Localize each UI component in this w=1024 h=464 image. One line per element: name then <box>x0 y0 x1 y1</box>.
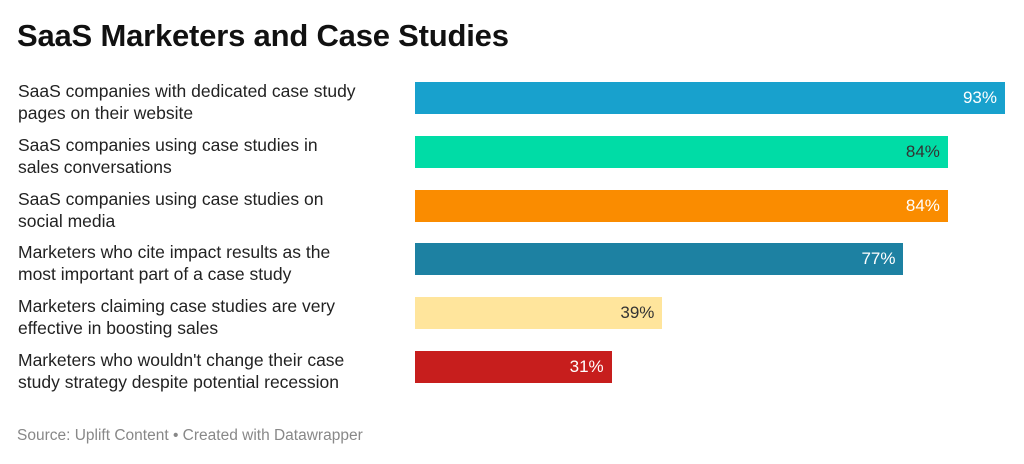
value-label: 77% <box>861 249 896 269</box>
category-label: SaaS companies with dedicated case study… <box>18 80 413 124</box>
category-label-line: social media <box>18 210 116 231</box>
category-label-line: Marketers who cite impact results as the <box>18 242 331 263</box>
value-label: 93% <box>962 88 997 107</box>
category-label-line: most important part of a case study <box>18 264 292 285</box>
value-label: 84% <box>905 195 940 215</box>
bar-row: Marketers claiming case studies are very… <box>0 295 1024 351</box>
bar <box>415 189 948 222</box>
category-label-line: pages on their website <box>18 103 194 123</box>
bar <box>415 82 1005 114</box>
category-label-line: Marketers claiming case studies are very <box>18 296 336 317</box>
bar <box>415 297 663 330</box>
bar <box>415 243 904 276</box>
chart-title: SaaS Marketers and Case Studies <box>17 18 509 53</box>
bar-row: Marketers who wouldn't change their case… <box>0 349 1024 405</box>
category-label-line: Marketers who wouldn't change their case <box>18 350 345 370</box>
category-label-line: SaaS companies using case studies on <box>18 188 324 209</box>
bar-row: Marketers who cite impact results as the… <box>0 241 1024 297</box>
category-label: SaaS companies using case studies in sale… <box>18 134 413 178</box>
bar <box>415 351 612 383</box>
category-label-line: effective in boosting sales <box>18 318 219 339</box>
value-label: 39% <box>620 303 655 323</box>
category-label: Marketers who cite impact results as the… <box>18 241 413 285</box>
value-label: 31% <box>569 357 604 376</box>
bar <box>415 135 948 168</box>
category-label-line: study strategy despite potential recessi… <box>18 372 340 392</box>
bar-row: SaaS companies using case studies on soci… <box>0 188 1024 244</box>
bar-row: SaaS companies with dedicated case study… <box>0 80 1024 136</box>
category-label: Marketers who wouldn't change their case… <box>18 349 413 393</box>
category-label-line: SaaS companies using case studies in <box>18 134 318 155</box>
value-label: 84% <box>905 141 940 161</box>
source-note: Source: Uplift Content • Created with Da… <box>17 427 363 444</box>
category-label: Marketers claiming case studies are very… <box>18 295 413 339</box>
category-label-line: sales conversations <box>18 156 172 177</box>
category-label: SaaS companies using case studies on soci… <box>18 188 413 232</box>
bar-row: SaaS companies using case studies in sale… <box>0 134 1024 190</box>
category-label-line: SaaS companies with dedicated case study <box>18 81 356 101</box>
